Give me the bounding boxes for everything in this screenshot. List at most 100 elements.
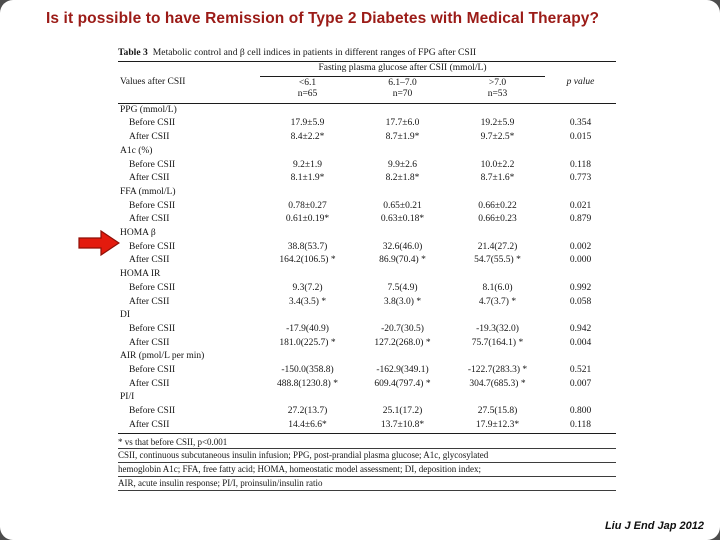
data-row: After CSII 181.0(225.7) * 127.2(268.0) * 75…	[118, 337, 616, 351]
row-label: After CSII	[129, 173, 170, 184]
p-value-cell: 0.002	[569, 241, 592, 252]
value-cell: 8.1(6.0)	[482, 282, 513, 293]
row-label: Before CSII	[129, 406, 176, 417]
col-range-label: 6.1–7.0	[388, 77, 417, 88]
p-value-cell: 0.879	[569, 214, 592, 225]
section-row: PPG (mmol/L)	[118, 103, 616, 117]
section-row: PI/I	[118, 391, 616, 405]
section-row: HOMA β	[118, 227, 616, 241]
data-row: After CSII 164.2(106.5) * 86.9(70.4) * 54.7…	[118, 254, 616, 268]
row-label: After CSII	[129, 337, 170, 348]
col-header-under-6-1: <6.1 n=65	[260, 76, 355, 104]
row-label: After CSII	[129, 214, 170, 225]
p-value-cell: 0.992	[569, 282, 592, 293]
value-cell: 8.2±1.8*	[385, 173, 420, 184]
table-body: PPG (mmol/L) Before CSII 17.9±5.9 17.7±6.0 1…	[118, 103, 616, 433]
data-row: After CSII 0.61±0.19* 0.63±0.18* 0.66±0.23 0…	[118, 213, 616, 227]
value-cell: 8.4±2.2*	[290, 132, 325, 143]
value-cell: -19.3(32.0)	[476, 323, 519, 334]
data-row: Before CSII 27.2(13.7) 25.1(17.2) 27.5(15.8…	[118, 405, 616, 419]
value-cell: 75.7(164.1) *	[471, 337, 524, 348]
value-cell: 38.8(53.7)	[287, 241, 328, 252]
value-cell: 9.7±2.5*	[480, 132, 515, 143]
row-label: Before CSII	[129, 241, 176, 252]
value-cell: 304.7(685.3) *	[469, 378, 526, 389]
section-row: AIR (pmol/L per min)	[118, 350, 616, 364]
fpg-group-header: Fasting plasma glucose after CSII (mmol/…	[260, 61, 545, 77]
value-cell: 8.1±1.9*	[290, 173, 325, 184]
value-cell: 21.4(27.2)	[477, 241, 518, 252]
section-label: HOMA IR	[120, 269, 161, 280]
col-header-6-1-to-7-0: 6.1–7.0 n=70	[355, 76, 450, 104]
row-label: Before CSII	[129, 365, 176, 376]
values-after-csii-header: Values after CSII	[118, 61, 260, 104]
section-row: DI	[118, 309, 616, 323]
value-cell: 0.65±0.21	[383, 200, 422, 211]
value-cell: 0.66±0.22	[478, 200, 517, 211]
section-label: PI/I	[120, 392, 135, 403]
value-cell: 86.9(70.4) *	[379, 255, 426, 266]
col-range-label: >7.0	[488, 77, 507, 88]
value-cell: 13.7±10.8*	[380, 419, 425, 430]
p-value-cell: 0.004	[569, 337, 592, 348]
row-label: After CSII	[129, 132, 170, 143]
red-arrow-icon	[78, 229, 120, 257]
section-label: DI	[120, 310, 131, 321]
value-cell: 9.9±2.6	[388, 159, 417, 170]
value-cell: 9.3(7.2)	[292, 282, 323, 293]
section-row: HOMA IR	[118, 268, 616, 282]
value-cell: 32.6(46.0)	[382, 241, 423, 252]
value-cell: -20.7(30.5)	[381, 323, 424, 334]
value-cell: 25.1(17.2)	[382, 406, 423, 417]
p-value-cell: 0.942	[569, 323, 592, 334]
col-n-label: n=53	[487, 89, 508, 100]
value-cell: 4.7(3.7) *	[478, 296, 517, 307]
value-cell: 8.7±1.9*	[385, 132, 420, 143]
value-cell: 609.4(797.4) *	[374, 378, 431, 389]
p-value-cell: 0.354	[569, 118, 592, 129]
row-label: After CSII	[129, 419, 170, 430]
value-cell: 0.78±0.27	[288, 200, 327, 211]
value-cell: 164.2(106.5) *	[279, 255, 336, 266]
value-cell: 488.8(1230.8) *	[277, 378, 338, 389]
value-cell: 27.2(13.7)	[287, 406, 328, 417]
data-row: Before CSII 17.9±5.9 17.7±6.0 19.2±5.9 0.354	[118, 117, 616, 131]
section-label: A1c (%)	[120, 145, 153, 156]
col-n-label: n=70	[392, 89, 413, 100]
value-cell: 10.0±2.2	[480, 159, 515, 170]
p-value-cell: 0.521	[569, 365, 592, 376]
p-value-cell: 0.021	[569, 200, 592, 211]
col-range-label: <6.1	[298, 77, 317, 88]
value-cell: 181.0(225.7) *	[279, 337, 336, 348]
value-cell: 9.2±1.9	[293, 159, 322, 170]
p-value-cell: 0.015	[569, 132, 592, 143]
data-row: After CSII 14.4±6.6* 13.7±10.8* 17.9±12.3* 0…	[118, 419, 616, 433]
value-cell: 7.5(4.9)	[387, 282, 418, 293]
value-cell: 14.4±6.6*	[288, 419, 327, 430]
row-label: After CSII	[129, 296, 170, 307]
data-row: Before CSII 9.2±1.9 9.9±2.6 10.0±2.2 0.118	[118, 159, 616, 173]
data-row: After CSII 488.8(1230.8) * 609.4(797.4) * 3…	[118, 378, 616, 392]
footnote-abbreviations-line1: CSII, continuous subcutaneous insulin in…	[118, 449, 616, 464]
p-value-header: p value	[545, 61, 616, 104]
table-footnotes: * vs that before CSII, p<0.001 CSII, con…	[118, 436, 616, 491]
value-cell: -150.0(358.8)	[281, 365, 334, 376]
data-row: Before CSII 0.78±0.27 0.65±0.21 0.66±0.22 0.…	[118, 200, 616, 214]
p-value-cell: 0.118	[569, 159, 592, 170]
row-label: Before CSII	[129, 323, 176, 334]
header-row-columns: <6.1 n=65 6.1–7.0 n=70 >7.0 n=53	[118, 76, 616, 104]
col-header-over-7-0: >7.0 n=53	[450, 76, 545, 104]
data-row: Before CSII 38.8(53.7) 32.6(46.0) 21.4(27.2…	[118, 241, 616, 255]
data-row: Before CSII -17.9(40.9) -20.7(30.5) -19.3(3…	[118, 323, 616, 337]
row-label: After CSII	[129, 378, 170, 389]
value-cell: 8.7±1.6*	[480, 173, 515, 184]
col-n-label: n=65	[297, 89, 318, 100]
section-row: FFA (mmol/L)	[118, 186, 616, 200]
paper-table-figure: Table 3 Metabolic control and β cell indi…	[118, 46, 616, 491]
footnote-abbreviations-line2: hemoglobin A1c; FFA, free fatty acid; HO…	[118, 463, 616, 477]
data-row: Before CSII -150.0(358.8) -162.9(349.1) -12…	[118, 364, 616, 378]
row-label: Before CSII	[129, 200, 176, 211]
p-value-cell: 0.058	[569, 296, 592, 307]
data-table: Values after CSII Fasting plasma glucose…	[118, 61, 616, 434]
